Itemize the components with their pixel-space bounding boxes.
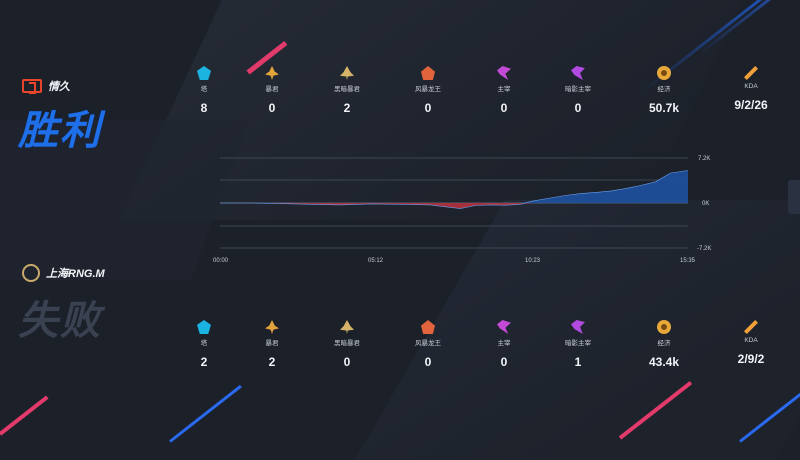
stat-value: 8 <box>200 101 208 115</box>
dark-baron-icon <box>340 320 354 334</box>
rng-logo-icon <box>22 264 40 282</box>
x-tick-label: 05:12 <box>368 258 384 264</box>
team-name: 情久 <box>48 81 70 93</box>
gold-icon <box>657 66 671 80</box>
advantage-area-loser <box>220 203 688 209</box>
y-tick-label: 0K <box>702 201 709 207</box>
stat-shadow-lord: 暗影主宰 0 <box>548 66 608 115</box>
storm-dragon-icon <box>421 66 435 80</box>
advantage-area-winner <box>220 170 688 203</box>
stat-kda: KDA 9/2/26 <box>721 66 781 112</box>
y-tick-label: -7.2K <box>697 246 711 252</box>
x-tick-label: 00:00 <box>213 258 229 264</box>
stat-value: 0 <box>500 355 508 369</box>
stat-value: 1 <box>574 355 582 369</box>
shadow-lord-icon <box>571 320 585 334</box>
stat-label: 经济 <box>657 86 671 93</box>
stat-value: 2 <box>200 355 208 369</box>
stat-value: 0 <box>424 101 432 115</box>
dark-baron-icon <box>340 66 354 80</box>
stat-label: 暗影主宰 <box>565 340 591 347</box>
shadow-lord-icon <box>571 66 585 80</box>
stat-value: 9/2/26 <box>734 98 768 112</box>
dragon-logo-icon <box>22 79 42 94</box>
baron-icon <box>265 66 279 80</box>
stats-row-loser: 塔 2 暴君 2 黑暗暴君 0 风暴龙王 0 主宰 0 暗影主宰 1 经济 43… <box>178 320 798 370</box>
stat-value: 0 <box>500 101 508 115</box>
stat-label: 风暴龙王 <box>415 340 441 347</box>
stat-label: 暴君 <box>265 340 279 347</box>
team-name: 上海RNG.M <box>46 268 105 280</box>
kda-icon <box>744 320 758 334</box>
y-tick-label: 7.2K <box>698 156 710 162</box>
stat-label: 黑暗暴君 <box>334 340 360 347</box>
team-header-loser: 上海RNG.M <box>22 264 105 282</box>
stat-label: 塔 <box>200 86 208 93</box>
stat-label: KDA <box>744 337 758 344</box>
stat-label: 黑暗暴君 <box>334 86 360 93</box>
tower-icon <box>197 66 211 80</box>
stat-label: 主宰 <box>497 86 511 93</box>
stat-towers: 塔 8 <box>174 66 234 115</box>
stat-towers: 塔 2 <box>174 320 234 369</box>
stat-value: 2 <box>268 355 276 369</box>
stat-label: 塔 <box>200 340 208 347</box>
gold-difference-line <box>220 170 689 209</box>
stat-value: 43.4k <box>648 355 680 369</box>
stat-value: 2 <box>343 101 351 115</box>
decor-stripe <box>739 378 800 443</box>
stat-baron: 暴君 0 <box>242 66 302 115</box>
lord-icon <box>497 66 511 80</box>
stat-label: 主宰 <box>497 340 511 347</box>
stat-value: 2/9/2 <box>737 352 765 366</box>
gold-difference-chart: 7.2K 0K -7.2K 00:00 05:12 10:23 15:35 <box>213 150 718 265</box>
stat-shadow-lord: 暗影主宰 1 <box>548 320 608 369</box>
baron-icon <box>265 320 279 334</box>
stat-value: 0 <box>574 101 582 115</box>
decor-stripe <box>618 381 693 440</box>
stat-dark-baron: 黑暗暴君 2 <box>317 66 377 115</box>
side-drawer-tab[interactable] <box>788 180 800 214</box>
lord-icon <box>497 320 511 334</box>
stat-label: 暴君 <box>265 86 279 93</box>
stat-label: 暗影主宰 <box>565 86 591 93</box>
x-tick-label: 15:35 <box>680 258 696 264</box>
stat-storm-dragon: 风暴龙王 0 <box>398 320 458 369</box>
stat-label: 经济 <box>657 340 671 347</box>
stat-storm-dragon: 风暴龙王 0 <box>398 66 458 115</box>
stat-gold: 经济 50.7k <box>634 66 694 115</box>
stat-value: 0 <box>343 355 351 369</box>
x-tick-label: 10:23 <box>525 258 541 264</box>
storm-dragon-icon <box>421 320 435 334</box>
stat-value: 0 <box>268 101 276 115</box>
decor-stripe <box>0 395 49 436</box>
stat-baron: 暴君 2 <box>242 320 302 369</box>
result-label-win: 胜利 <box>18 109 102 153</box>
kda-icon <box>744 66 758 80</box>
stat-lord: 主宰 0 <box>474 320 534 369</box>
result-label-lose: 失败 <box>18 299 102 343</box>
stat-lord: 主宰 0 <box>474 66 534 115</box>
stat-value: 50.7k <box>648 101 680 115</box>
stat-label: 风暴龙王 <box>415 86 441 93</box>
gold-icon <box>657 320 671 334</box>
tower-icon <box>197 320 211 334</box>
stat-gold: 经济 43.4k <box>634 320 694 369</box>
stat-label: KDA <box>744 83 758 90</box>
stat-dark-baron: 黑暗暴君 0 <box>317 320 377 369</box>
stats-row-winner: 塔 8 暴君 0 黑暗暴君 2 风暴龙王 0 主宰 0 暗影主宰 0 经济 50… <box>178 66 798 116</box>
gold-difference-svg: 7.2K 0K -7.2K 00:00 05:12 10:23 15:35 <box>213 156 711 264</box>
stat-value: 0 <box>424 355 432 369</box>
team-header-winner: 情久 <box>22 78 70 94</box>
decor-stripe <box>169 384 242 443</box>
stat-kda: KDA 2/9/2 <box>721 320 781 366</box>
